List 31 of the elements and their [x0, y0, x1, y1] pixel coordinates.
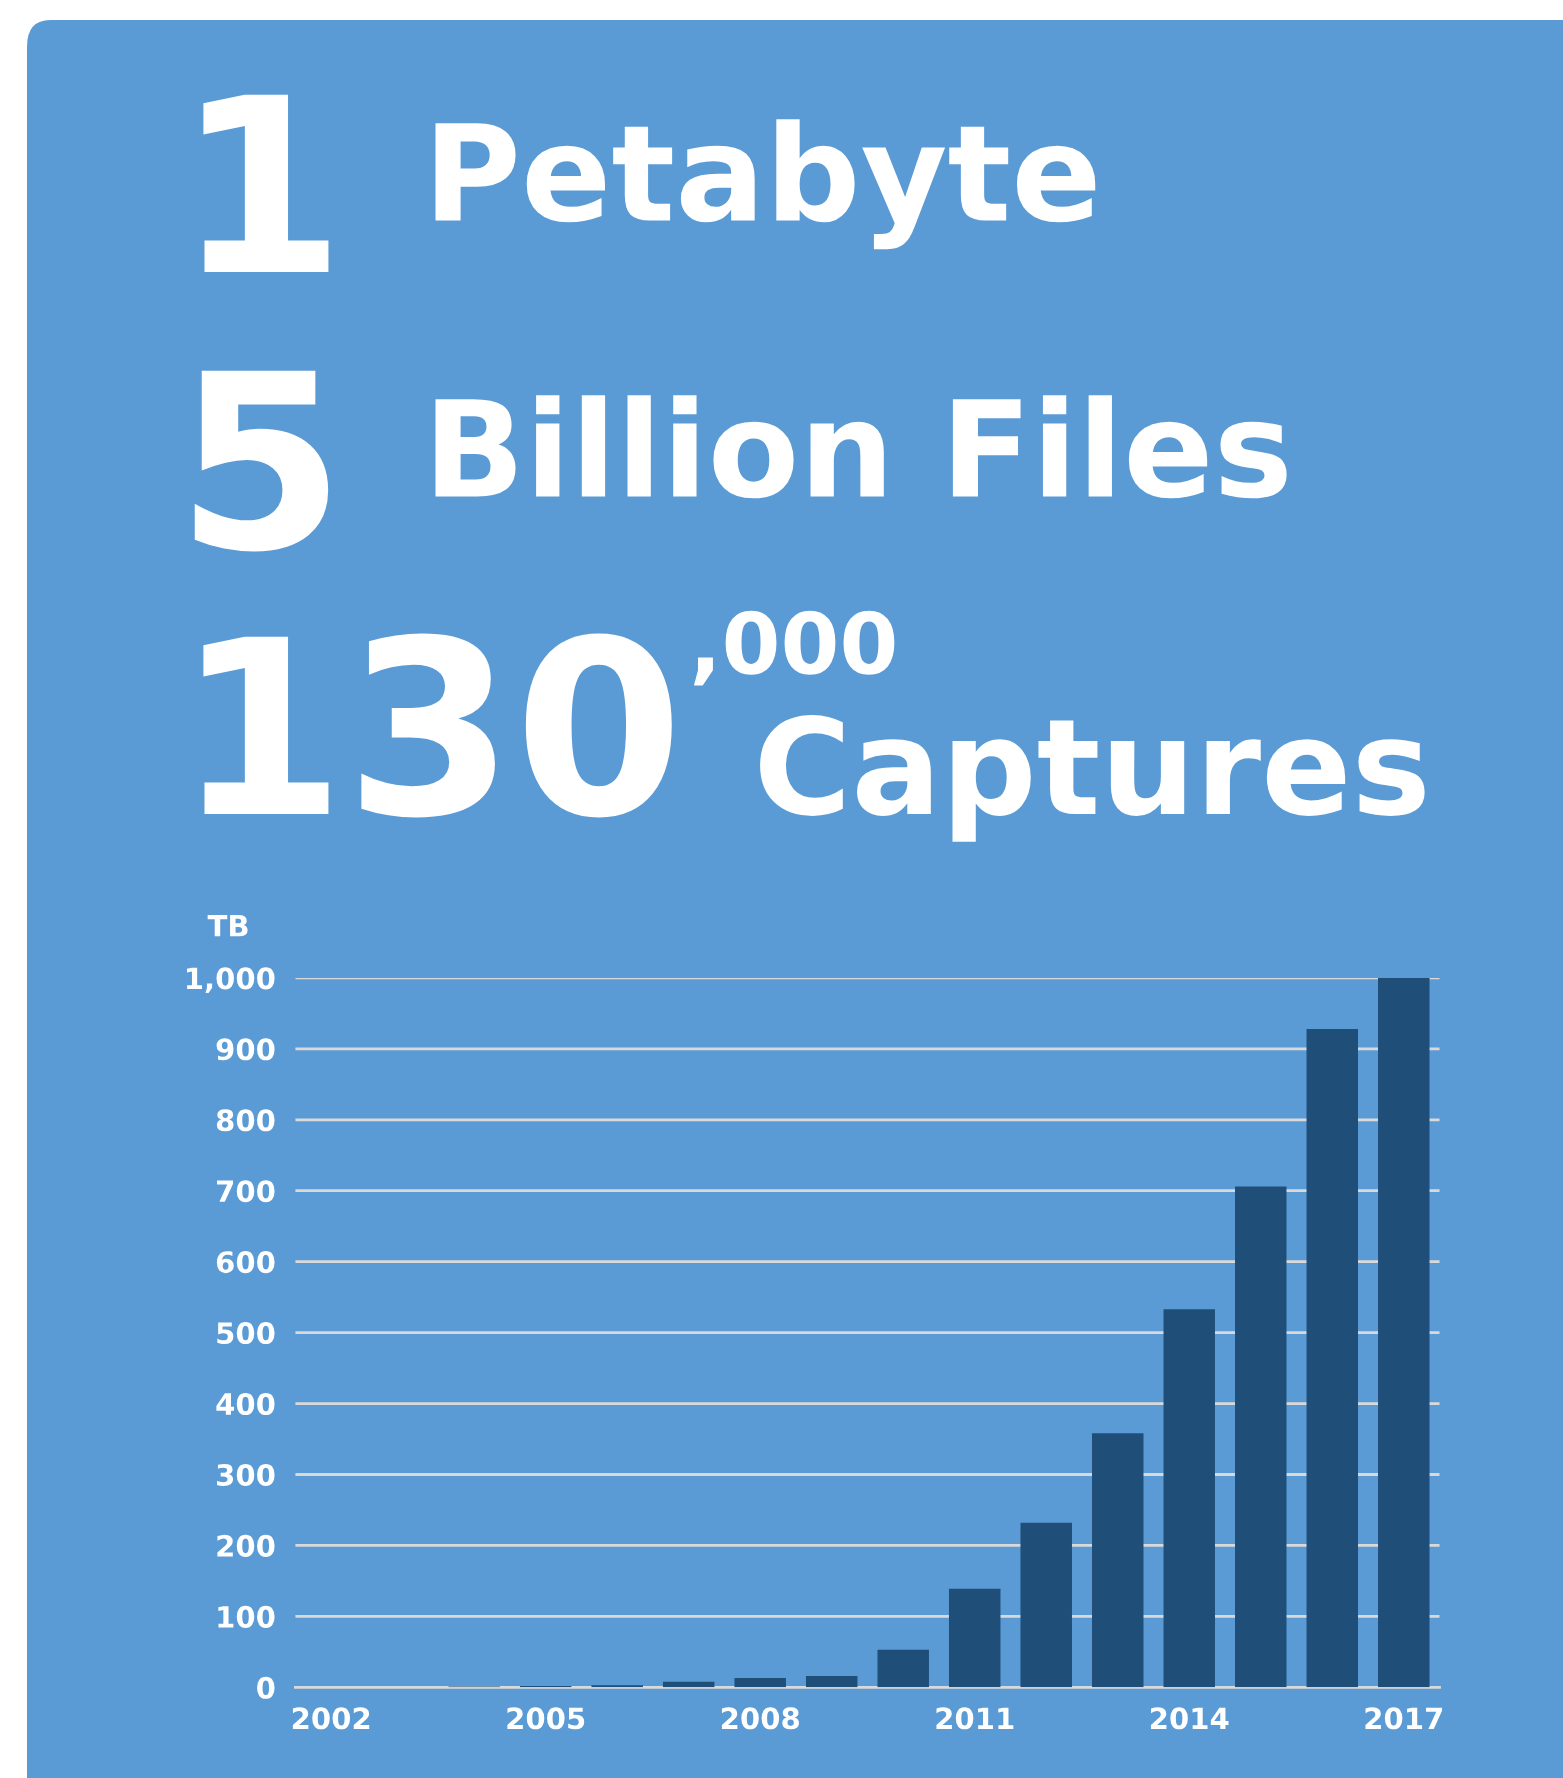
x-tick-label: 2011 [936, 1707, 1014, 1730]
bar [1378, 977, 1430, 1688]
bar [1235, 1186, 1287, 1688]
y-tick-label: 600 [216, 1251, 275, 1274]
bar [1163, 1309, 1215, 1688]
bar [1092, 1433, 1144, 1688]
bar [877, 1649, 929, 1688]
x-tick-label: 2017 [1365, 1707, 1443, 1730]
bar [1020, 1522, 1072, 1688]
y-tick-label: 700 [217, 1180, 275, 1203]
y-tick-label: 800 [216, 1109, 275, 1132]
bar [805, 1675, 858, 1688]
bar [591, 1685, 643, 1688]
y-tick-label: 200 [217, 1534, 275, 1557]
bar [1306, 1028, 1358, 1688]
y-tick-label: 400 [216, 1392, 275, 1416]
bar [734, 1678, 786, 1688]
x-tick-label: 2008 [721, 1707, 799, 1730]
x-tick-label: 2002 [292, 1707, 370, 1730]
y-axis-title: TB [207, 915, 248, 937]
chart-subtitle: 5 Billion Files [194, 370, 1287, 552]
y-tick-label: 100 [218, 1605, 275, 1628]
x-tick-label: 2005 [507, 1707, 585, 1730]
y-tick-label: 0 [257, 1676, 275, 1699]
y-tick-label: 500 [217, 1322, 275, 1345]
x-tick-label: 2014 [1150, 1707, 1229, 1730]
y-tick-label: 900 [216, 1038, 275, 1061]
y-tick-label: 300 [217, 1463, 275, 1486]
y-tick-label: 1,000 [187, 967, 275, 994]
chart-title: 1 Petabyte [203, 94, 1096, 272]
bar [948, 1588, 1001, 1688]
